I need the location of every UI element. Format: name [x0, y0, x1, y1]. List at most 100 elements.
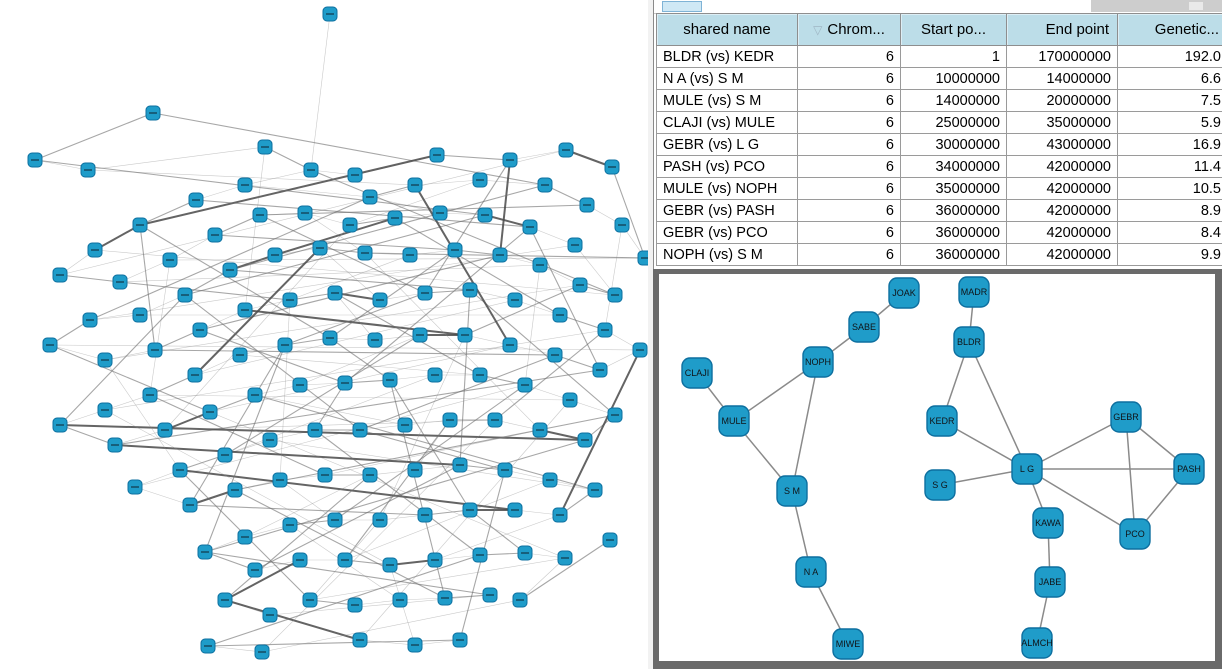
- graph-node-box[interactable]: [802, 346, 834, 378]
- sort-filter-icon[interactable]: ▽: [813, 23, 823, 37]
- table-cell[interactable]: 6: [797, 111, 901, 134]
- table-cell[interactable]: 6.6: [1117, 67, 1222, 90]
- table-row[interactable]: MULE (vs) S M 6 14000000 20000000 7.5: [656, 89, 1222, 112]
- column-header-0[interactable]: shared name: [656, 13, 798, 46]
- scrollbar-thumb[interactable]: [1189, 2, 1203, 10]
- table-cell[interactable]: 6: [797, 89, 901, 112]
- table-cell[interactable]: 192.0: [1117, 45, 1222, 68]
- table-cell[interactable]: 14000000: [1006, 67, 1118, 90]
- graph-node-box[interactable]: [1021, 627, 1053, 659]
- graph-node-box[interactable]: [718, 405, 750, 437]
- table-cell[interactable]: 170000000: [1006, 45, 1118, 68]
- graph-node-PCO[interactable]: PCO: [1119, 518, 1151, 550]
- graph-node-box[interactable]: [888, 277, 920, 309]
- table-cell[interactable]: 42000000: [1006, 177, 1118, 200]
- table-cell[interactable]: 14000000: [900, 89, 1007, 112]
- column-header-4[interactable]: Genetic...: [1117, 13, 1222, 46]
- table-cell[interactable]: BLDR (vs) KEDR: [656, 45, 798, 68]
- table-cell[interactable]: MULE (vs) S M: [656, 89, 798, 112]
- graph-node-box[interactable]: [681, 357, 713, 389]
- table-cell[interactable]: 36000000: [900, 221, 1007, 244]
- table-row[interactable]: GEBR (vs) L G 6 30000000 43000000 16.9: [656, 133, 1222, 156]
- graph-node-box[interactable]: [926, 405, 958, 437]
- table-row[interactable]: MULE (vs) NOPH 6 35000000 42000000 10.5: [656, 177, 1222, 200]
- graph-node-box[interactable]: [924, 469, 956, 501]
- graph-node-box[interactable]: [1110, 401, 1142, 433]
- table-cell[interactable]: 10000000: [900, 67, 1007, 90]
- table-cell[interactable]: N A (vs) S M: [656, 67, 798, 90]
- graph-node-MADR[interactable]: MADR: [958, 276, 990, 308]
- table-cell[interactable]: 16.9: [1117, 133, 1222, 156]
- table-cell[interactable]: 6: [797, 221, 901, 244]
- table-cell[interactable]: 36000000: [900, 243, 1007, 266]
- table-cell[interactable]: 6: [797, 155, 901, 178]
- column-header-2[interactable]: Start po...: [900, 13, 1007, 46]
- table-row[interactable]: GEBR (vs) PCO 6 36000000 42000000 8.4: [656, 221, 1222, 244]
- graph-node-box[interactable]: [776, 475, 808, 507]
- table-row[interactable]: CLAJI (vs) MULE 6 25000000 35000000 5.9: [656, 111, 1222, 134]
- graph-node-box[interactable]: [832, 628, 864, 660]
- table-cell[interactable]: GEBR (vs) PCO: [656, 221, 798, 244]
- table-row[interactable]: N A (vs) S M 6 10000000 14000000 6.6: [656, 67, 1222, 90]
- graph-node-LG[interactable]: L G: [1011, 453, 1043, 485]
- table-cell[interactable]: 11.4: [1117, 155, 1222, 178]
- table-cell[interactable]: 25000000: [900, 111, 1007, 134]
- table-cell[interactable]: 6: [797, 45, 901, 68]
- table-cell[interactable]: 20000000: [1006, 89, 1118, 112]
- graph-node-GEBR[interactable]: GEBR: [1110, 401, 1142, 433]
- main-network-canvas[interactable]: [0, 0, 648, 669]
- graph-edge-LG-GEBR[interactable]: [1026, 416, 1127, 470]
- table-cell[interactable]: GEBR (vs) PASH: [656, 199, 798, 222]
- table-row[interactable]: PASH (vs) PCO 6 34000000 42000000 11.4: [656, 155, 1222, 178]
- table-cell[interactable]: 6: [797, 67, 901, 90]
- graph-node-MIWE[interactable]: MIWE: [832, 628, 864, 660]
- column-header-1[interactable]: ▽ Chrom...: [797, 13, 901, 46]
- table-row[interactable]: GEBR (vs) PASH 6 36000000 42000000 8.9: [656, 199, 1222, 222]
- table-cell[interactable]: 9.9: [1117, 243, 1222, 266]
- table-cell[interactable]: 42000000: [1006, 199, 1118, 222]
- table-cell[interactable]: NOPH (vs) S M: [656, 243, 798, 266]
- table-cell[interactable]: 35000000: [1006, 111, 1118, 134]
- graph-node-SG[interactable]: S G: [924, 469, 956, 501]
- table-cell[interactable]: 30000000: [900, 133, 1007, 156]
- table-cell[interactable]: 35000000: [900, 177, 1007, 200]
- graph-edge-NOPH-SM[interactable]: [791, 361, 819, 492]
- graph-node-JABE[interactable]: JABE: [1034, 566, 1066, 598]
- table-row[interactable]: BLDR (vs) KEDR 6 1 170000000 192.0: [656, 45, 1222, 68]
- graph-node-SM[interactable]: S M: [776, 475, 808, 507]
- table-cell[interactable]: PASH (vs) PCO: [656, 155, 798, 178]
- graph-node-box[interactable]: [1173, 453, 1205, 485]
- table-cell[interactable]: 36000000: [900, 199, 1007, 222]
- graph-node-box[interactable]: [953, 326, 985, 358]
- table-tab[interactable]: [662, 1, 702, 12]
- graph-node-box[interactable]: [848, 311, 880, 343]
- table-cell[interactable]: 8.4: [1117, 221, 1222, 244]
- table-cell[interactable]: 6: [797, 199, 901, 222]
- table-cell[interactable]: 34000000: [900, 155, 1007, 178]
- graph-node-KEDR[interactable]: KEDR: [926, 405, 958, 437]
- graph-node-box[interactable]: [1034, 566, 1066, 598]
- table-row[interactable]: NOPH (vs) S M 6 36000000 42000000 9.9: [656, 243, 1222, 266]
- graph-node-NOPH[interactable]: NOPH: [802, 346, 834, 378]
- table-cell[interactable]: 42000000: [1006, 243, 1118, 266]
- graph-node-KAWA[interactable]: KAWA: [1032, 507, 1064, 539]
- graph-node-MULE[interactable]: MULE: [718, 405, 750, 437]
- table-cell[interactable]: 7.5: [1117, 89, 1222, 112]
- table-cell[interactable]: 42000000: [1006, 221, 1118, 244]
- graph-node-SABE[interactable]: SABE: [848, 311, 880, 343]
- overview-network-panel[interactable]: JOAK MADR SABE BLDR NOPH CLAJI GEBR MULE KEDR L G…: [653, 269, 1222, 669]
- graph-node-box[interactable]: [958, 276, 990, 308]
- table-cell[interactable]: 1: [900, 45, 1007, 68]
- graph-node-BLDR[interactable]: BLDR: [953, 326, 985, 358]
- table-cell[interactable]: CLAJI (vs) MULE: [656, 111, 798, 134]
- graph-node-NA[interactable]: N A: [795, 556, 827, 588]
- graph-node-ALMCH[interactable]: ALMCH: [1021, 627, 1053, 659]
- graph-node-box[interactable]: [1011, 453, 1043, 485]
- graph-node-box[interactable]: [1119, 518, 1151, 550]
- table-cell[interactable]: 8.9: [1117, 199, 1222, 222]
- table-cell[interactable]: MULE (vs) NOPH: [656, 177, 798, 200]
- table-cell[interactable]: 6: [797, 133, 901, 156]
- table-cell[interactable]: 5.9: [1117, 111, 1222, 134]
- table-cell[interactable]: 42000000: [1006, 155, 1118, 178]
- table-cell[interactable]: 6: [797, 243, 901, 266]
